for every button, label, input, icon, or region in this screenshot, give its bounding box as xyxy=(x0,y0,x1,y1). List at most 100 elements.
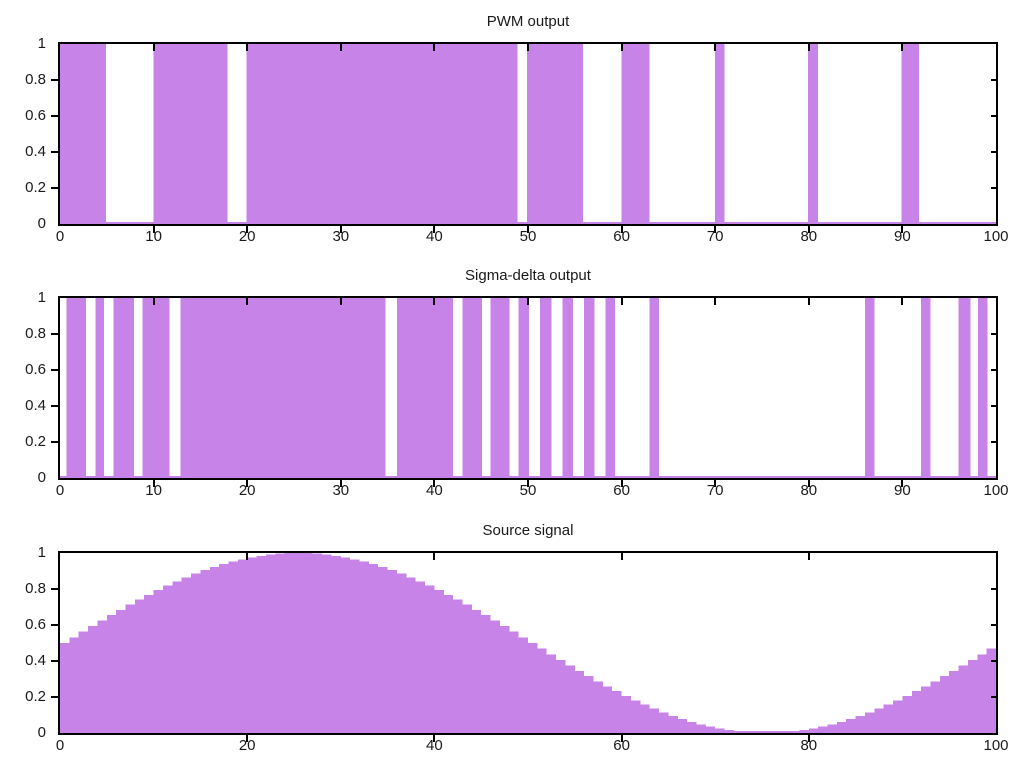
y-tick-mark xyxy=(51,624,58,626)
plot-area xyxy=(58,551,998,735)
x-tick-label: 0 xyxy=(55,228,65,245)
x-tick-mark-mirror xyxy=(339,44,342,51)
x-tick-mark xyxy=(246,735,249,742)
y-tick-mark xyxy=(51,79,58,81)
x-tick-label: 40 xyxy=(426,228,443,245)
y-tick-mark-mirror xyxy=(991,369,998,371)
x-tick-mark xyxy=(714,480,717,487)
x-tick-label: 40 xyxy=(426,482,443,499)
y-tick-label: 0.6 xyxy=(25,361,46,378)
x-tick-mark-mirror xyxy=(433,553,436,560)
x-tick-label: 20 xyxy=(238,737,256,754)
x-tick-mark xyxy=(620,480,623,487)
x-tick-mark-mirror xyxy=(807,553,810,560)
x-tick-mark-mirror xyxy=(620,298,623,305)
x-tick-label: 100 xyxy=(983,228,1009,245)
y-tick-mark-mirror xyxy=(991,405,998,407)
x-tick-mark-mirror xyxy=(246,44,249,51)
x-tick-label: 0 xyxy=(55,482,65,499)
x-tick-mark xyxy=(246,226,249,233)
x-tick-label: 70 xyxy=(706,228,724,245)
y-tick-label: 0.8 xyxy=(25,580,46,597)
y-tick-label: 0.4 xyxy=(25,397,46,414)
y-tick-label: 0 xyxy=(37,469,46,486)
x-tick-label: 60 xyxy=(613,737,630,754)
x-tick-mark-mirror xyxy=(714,44,717,51)
x-tick-label: 50 xyxy=(519,482,537,499)
x-tick-mark xyxy=(433,226,436,233)
x-tick-mark xyxy=(807,735,810,742)
x-tick-label: 20 xyxy=(238,482,256,499)
plot-title: Source signal xyxy=(482,522,574,539)
x-tick-mark xyxy=(339,226,342,233)
x-tick-label: 40 xyxy=(426,737,443,754)
y-tick-label: 0.8 xyxy=(25,325,46,342)
x-tick-label: 30 xyxy=(332,482,350,499)
x-tick-mark xyxy=(527,480,529,487)
x-tick-mark-mirror xyxy=(527,44,529,51)
plot-title: PWM output xyxy=(486,13,570,30)
plot-area xyxy=(58,296,998,480)
x-tick-mark xyxy=(527,226,529,233)
y-tick-mark-mirror xyxy=(991,660,998,662)
x-tick-mark xyxy=(807,226,810,233)
x-tick-mark xyxy=(901,226,904,233)
x-tick-label: 60 xyxy=(613,228,630,245)
y-tick-label: 1 xyxy=(37,289,46,306)
x-tick-label: 80 xyxy=(800,482,818,499)
x-tick-label: 100 xyxy=(983,737,1009,754)
x-tick-mark-mirror xyxy=(152,298,155,305)
x-tick-label: 50 xyxy=(519,228,537,245)
x-tick-label: 90 xyxy=(894,228,911,245)
y-tick-mark-mirror xyxy=(991,79,998,81)
x-tick-mark-mirror xyxy=(152,44,155,51)
y-tick-label: 0.2 xyxy=(25,179,46,196)
x-tick-label: 80 xyxy=(800,228,818,245)
y-tick-mark xyxy=(51,151,58,153)
x-tick-mark-mirror xyxy=(339,298,342,305)
y-tick-mark-mirror xyxy=(991,115,998,117)
y-tick-label: 0.6 xyxy=(25,107,46,124)
x-tick-mark-mirror xyxy=(246,298,249,305)
y-tick-mark xyxy=(51,115,58,117)
y-tick-label: 0.8 xyxy=(25,71,46,88)
x-tick-label: 80 xyxy=(800,737,818,754)
y-tick-mark xyxy=(51,333,58,335)
source-signal-plot: Source signal 0 20 40 60 80 100 0 0.2 0.4 0.6 0.8 1 xyxy=(0,522,1024,768)
x-tick-mark-mirror xyxy=(433,298,436,305)
x-tick-mark-mirror xyxy=(901,298,904,305)
x-tick-mark xyxy=(152,480,155,487)
x-tick-label: 90 xyxy=(894,482,911,499)
x-tick-mark-mirror xyxy=(433,44,436,51)
x-tick-mark xyxy=(152,226,155,233)
x-tick-label: 100 xyxy=(983,482,1009,499)
y-tick-mark xyxy=(51,405,58,407)
y-tick-mark xyxy=(51,187,58,189)
y-tick-mark-mirror xyxy=(991,441,998,443)
x-tick-mark xyxy=(339,480,342,487)
pwm-output-plot: PWM output 0 10 20 30 40 50 60 70 80 90 100 0 0.2 0.4… xyxy=(0,13,1024,296)
x-tick-mark xyxy=(807,480,810,487)
y-tick-mark xyxy=(51,696,58,698)
x-tick-mark-mirror xyxy=(714,298,717,305)
x-tick-label: 30 xyxy=(332,228,350,245)
source-signal-series xyxy=(60,553,996,733)
sigma-delta-series xyxy=(60,298,996,478)
x-tick-mark-mirror xyxy=(620,44,623,51)
x-tick-mark-mirror xyxy=(620,553,623,560)
y-tick-label: 0.2 xyxy=(25,433,46,450)
y-tick-mark-mirror xyxy=(991,187,998,189)
y-tick-mark-mirror xyxy=(991,624,998,626)
x-tick-mark xyxy=(620,735,623,742)
sigma-delta-output-plot: Sigma-delta output 0 10 20 30 40 50 60 70 80 90 10… xyxy=(0,267,1024,550)
y-tick-label: 0 xyxy=(37,215,46,232)
x-tick-mark xyxy=(620,226,623,233)
y-tick-label: 0.4 xyxy=(25,143,46,160)
x-tick-mark xyxy=(433,735,436,742)
pwm-series xyxy=(60,44,996,224)
x-tick-mark xyxy=(246,480,249,487)
y-tick-mark xyxy=(51,369,58,371)
x-tick-mark xyxy=(433,480,436,487)
y-tick-label: 0.2 xyxy=(25,688,46,705)
